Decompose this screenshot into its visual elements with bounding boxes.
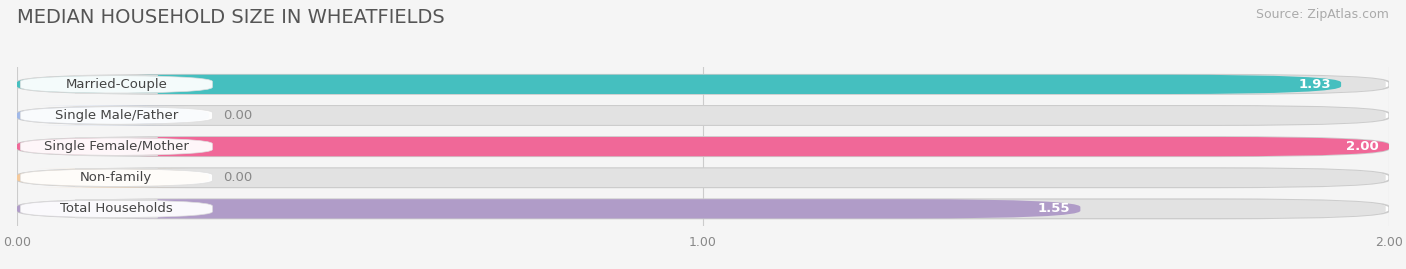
FancyBboxPatch shape — [17, 75, 1341, 94]
Text: Source: ZipAtlas.com: Source: ZipAtlas.com — [1256, 8, 1389, 21]
Text: 2.00: 2.00 — [1346, 140, 1379, 153]
Text: 1.93: 1.93 — [1298, 78, 1331, 91]
FancyBboxPatch shape — [17, 137, 1389, 156]
Text: MEDIAN HOUSEHOLD SIZE IN WHEATFIELDS: MEDIAN HOUSEHOLD SIZE IN WHEATFIELDS — [17, 8, 444, 27]
FancyBboxPatch shape — [20, 200, 1386, 218]
FancyBboxPatch shape — [17, 106, 1389, 125]
FancyBboxPatch shape — [20, 200, 212, 218]
FancyBboxPatch shape — [20, 75, 1386, 94]
FancyBboxPatch shape — [20, 107, 212, 125]
FancyBboxPatch shape — [17, 137, 1389, 156]
Text: Married-Couple: Married-Couple — [66, 78, 167, 91]
FancyBboxPatch shape — [20, 137, 1386, 156]
FancyBboxPatch shape — [17, 168, 209, 187]
FancyBboxPatch shape — [17, 75, 1389, 94]
FancyBboxPatch shape — [17, 199, 1080, 218]
FancyBboxPatch shape — [20, 169, 212, 187]
Text: 0.00: 0.00 — [222, 109, 252, 122]
FancyBboxPatch shape — [20, 106, 1386, 125]
FancyBboxPatch shape — [17, 199, 1389, 218]
FancyBboxPatch shape — [20, 169, 1386, 187]
Text: 1.55: 1.55 — [1038, 202, 1070, 215]
Text: Single Male/Father: Single Male/Father — [55, 109, 179, 122]
Text: 0.00: 0.00 — [222, 171, 252, 184]
FancyBboxPatch shape — [17, 106, 209, 125]
Text: Total Households: Total Households — [60, 202, 173, 215]
Text: Single Female/Mother: Single Female/Mother — [44, 140, 188, 153]
FancyBboxPatch shape — [17, 168, 1389, 187]
FancyBboxPatch shape — [20, 137, 212, 156]
Text: Non-family: Non-family — [80, 171, 152, 184]
FancyBboxPatch shape — [20, 75, 212, 93]
